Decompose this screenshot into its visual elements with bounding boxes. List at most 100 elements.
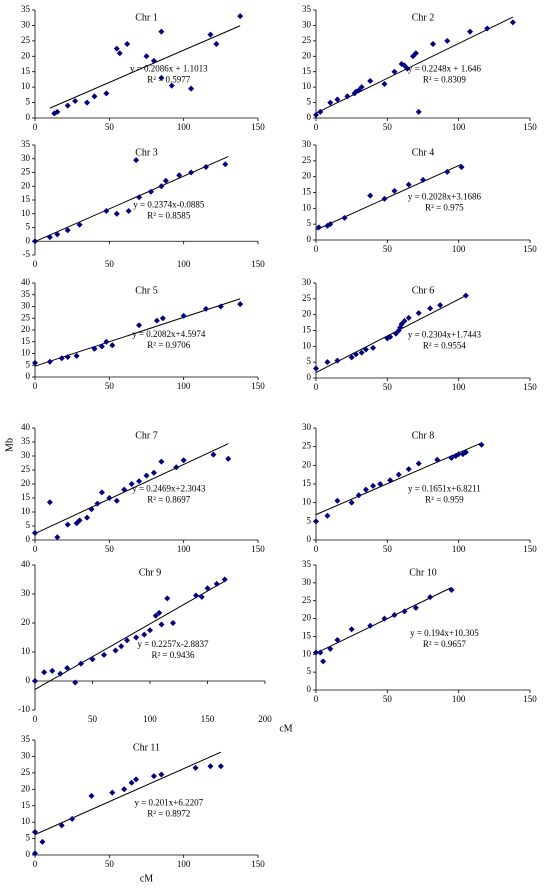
y-tick-label: 35 [21,4,31,14]
y-tick-label: 0 [26,112,31,122]
point [103,208,110,214]
chart-title: Chr 3 [135,147,158,158]
y-tick-label: 20 [302,50,312,60]
point [113,210,120,217]
point [313,649,319,656]
point [112,647,119,654]
point [54,231,61,238]
y-tick-label: 20 [302,309,312,319]
point [225,455,232,462]
y-tick-label: 20 [302,171,312,181]
point [109,789,116,796]
point [64,354,71,361]
y-tick-label: -10 [18,704,30,714]
y-tick-label: 30 [21,19,31,29]
equation: y = 0.2304x+1.7443 [408,329,482,339]
x-tick-label: 0 [314,382,319,392]
y-tick-label: 0 [26,371,31,381]
point [168,82,175,89]
point [158,621,165,628]
point [509,19,516,26]
point [434,456,441,463]
point [69,815,76,822]
x-tick-label: 50 [383,694,393,704]
point [32,829,38,835]
point [57,670,64,677]
y-tick-label: 35 [302,4,312,14]
point [381,615,388,622]
point [344,93,351,100]
x-tick-label: 50 [383,244,393,254]
point [362,346,369,353]
equation: y = 0.2028x+3.1686 [408,191,482,201]
r-squared: R² = 0.959 [425,495,464,505]
point [133,776,140,783]
y-tick-label: 40 [21,277,31,287]
y-tick-label: 35 [21,139,31,149]
point [484,25,491,32]
x-tick-label: 150 [251,259,265,269]
point [101,651,107,658]
y-tick-label: 15 [21,336,31,346]
r-squared: R² = 0.8309 [423,74,467,84]
chart-title: Chr 4 [412,147,435,158]
y-tick-label: 5 [307,218,312,228]
point [317,649,324,656]
x-tick-label: 50 [105,259,115,269]
x-tick-label: 100 [177,544,191,554]
point [116,50,123,57]
point [32,850,38,857]
chart-title: Chr 6 [412,285,435,296]
point [76,517,83,524]
x-tick-label: 0 [314,694,319,704]
point [150,773,157,780]
point [94,500,101,507]
point [170,620,176,626]
point [150,469,157,476]
point [32,238,38,245]
x-tick-label: 0 [33,122,38,132]
y-tick-label: 5 [26,833,31,843]
x-tick-label: 50 [88,714,98,724]
point [202,305,209,312]
y-tick-label: 0 [26,235,31,245]
point [41,669,48,676]
y-tick-label: 35 [21,289,31,299]
point [324,359,331,366]
point [64,102,71,109]
point [32,678,38,684]
x-tick-label: 200 [258,714,272,724]
equation: y = 0.2082x+4.5974 [132,329,206,339]
y-tick-label: 20 [21,478,31,488]
point [192,764,199,771]
y-tick-label: 10 [302,202,312,212]
point [88,792,95,799]
y-tick-label: 10 [302,340,312,350]
equation: y = 0.2086x + 1.1013 [130,63,208,73]
x-tick-label: 100 [177,122,191,132]
y-tick-label: 10 [21,348,31,358]
r-squared: R² = 0.5977 [147,74,191,84]
point [72,98,79,105]
point [141,631,148,638]
point [367,192,374,199]
x-tick-label: 50 [105,381,115,391]
x-tick-label: 150 [251,544,265,554]
y-tick-label: 5 [26,222,31,232]
chart-title: Chr 11 [133,742,160,753]
point [348,499,355,506]
point [152,612,159,619]
point [46,499,53,506]
y-tick-label: 10 [21,646,31,656]
chart-title: Chr 10 [409,567,437,578]
y-tick-label: 20 [21,324,31,334]
point [58,822,65,829]
y-tick-label: 0 [307,112,312,122]
point [377,481,384,487]
point [429,40,436,47]
y-tick-label: 30 [302,19,312,29]
point [158,771,165,778]
point [334,637,341,643]
y-tick-label: 25 [302,441,312,451]
